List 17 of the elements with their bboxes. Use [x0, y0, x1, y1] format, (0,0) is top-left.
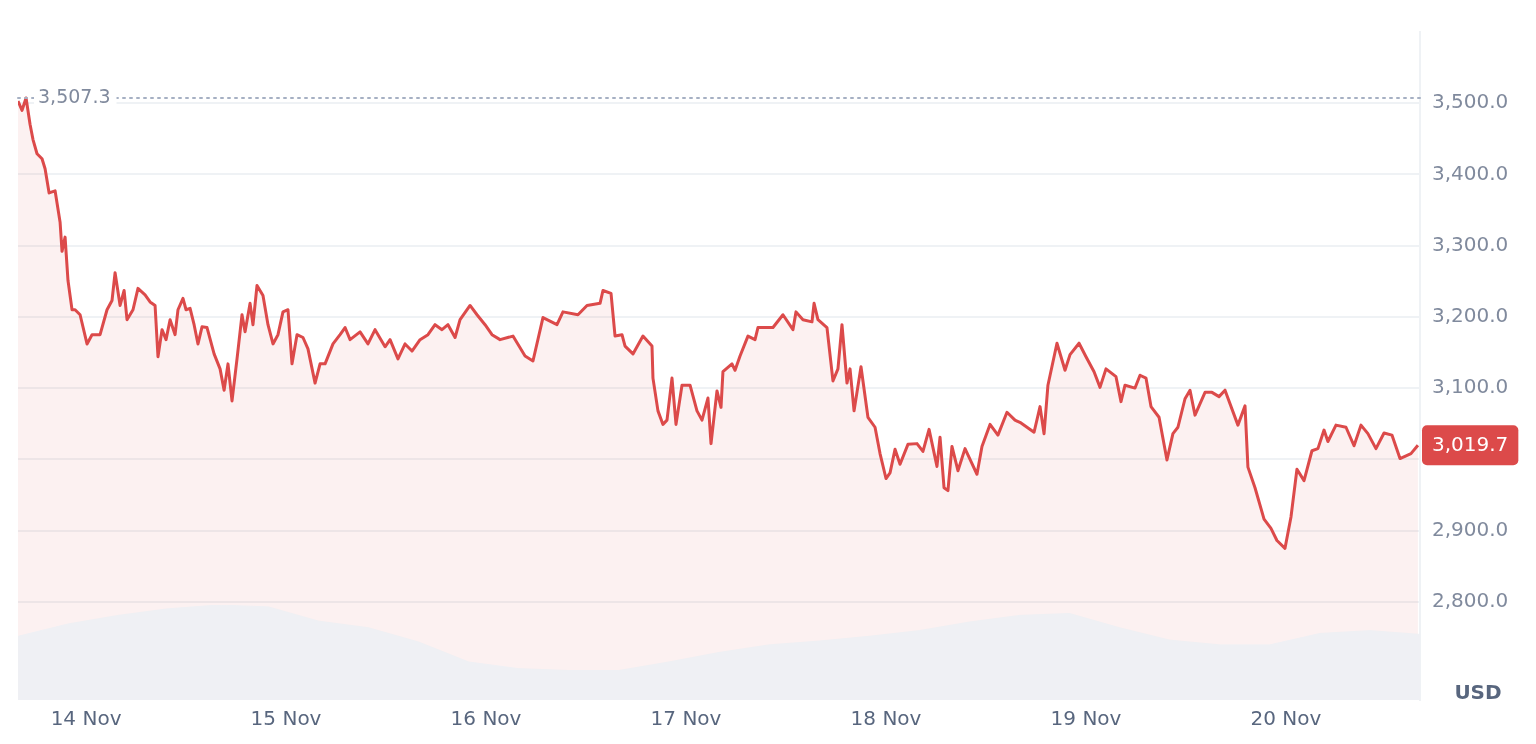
x-tick-label: 18 Nov: [850, 706, 922, 731]
y-tick-label: 3,400.0: [1432, 160, 1509, 185]
y-tick-label: 3,100.0: [1432, 374, 1509, 399]
x-tick-label: 15 Nov: [250, 706, 322, 731]
y-axis-title: USD: [1454, 680, 1502, 705]
x-tick-label: 16 Nov: [450, 706, 522, 731]
annotation: 3,019.7: [1432, 432, 1509, 457]
ref-line-label: 3,507.3: [38, 84, 111, 107]
y-tick-label: 3,200.0: [1432, 303, 1509, 328]
y-tick-label: 2,800.0: [1432, 587, 1509, 612]
x-tick-label: 14 Nov: [50, 706, 122, 731]
y-tick-label: 3,500.0: [1432, 89, 1509, 114]
y-tick-label: 2,900.0: [1432, 516, 1509, 541]
x-tick-label: 17 Nov: [650, 706, 722, 731]
x-tick-label: 19 Nov: [1050, 706, 1122, 731]
x-tick-label: 20 Nov: [1250, 706, 1322, 731]
y-tick-label: 3,300.0: [1432, 231, 1509, 256]
